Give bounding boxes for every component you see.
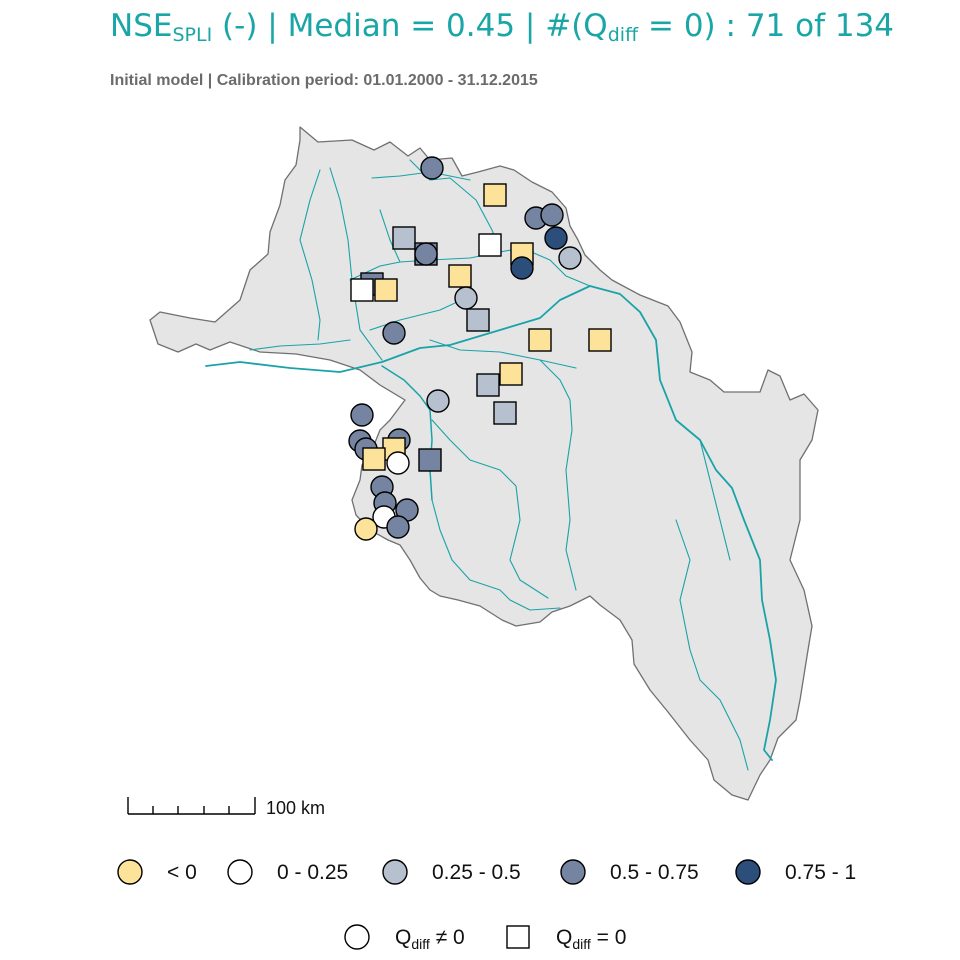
river-north-trib (299, 169, 321, 341)
title-count-subscript: diff (607, 24, 639, 46)
station-marker-square (418, 448, 442, 472)
station-marker-square (350, 278, 374, 302)
scale-bar-label: 100 km (266, 798, 325, 818)
river-north-trib (329, 167, 383, 361)
river-central-trib (429, 339, 577, 369)
legend-swatch-0.75-1 (735, 859, 761, 885)
scale-bar (127, 797, 256, 815)
river-west-trib (369, 295, 471, 331)
station-marker-circle (540, 203, 564, 227)
station-marker-circle (386, 515, 410, 539)
station-marker-circle (558, 246, 582, 270)
station-marker-square (483, 183, 507, 207)
station-marker-square (588, 328, 612, 352)
river-west-trib (249, 339, 351, 351)
title-unit: (-) (222, 8, 258, 44)
title-count-prefix: #(Q (545, 8, 608, 44)
station-marker-square (448, 264, 472, 288)
map-title: NSESPLI (-) | Median = 0.45 | #(Qdiff = … (110, 8, 950, 46)
title-separator: | (524, 8, 536, 44)
river-north-trib (371, 171, 471, 181)
station-marker-circle (350, 403, 374, 427)
river-central-trib (431, 419, 549, 599)
station-marker-circle (426, 389, 450, 413)
station-marker-circle (386, 451, 410, 475)
legend-shape-square (506, 925, 530, 949)
legend-swatch-lt0 (117, 859, 143, 885)
station-marker-square (493, 401, 517, 425)
legend-shape-label: Qdiff = 0 (556, 926, 626, 952)
legend-swatch-0.25-0.5 (382, 859, 408, 885)
map-subtitle: Initial model | Calibration period: 01.0… (110, 72, 538, 89)
river-north-trib (379, 209, 401, 263)
river-main-stem (205, 285, 777, 761)
station-marker-circle (454, 286, 478, 310)
river-east-trib (699, 439, 731, 561)
station-marker-square (478, 233, 502, 257)
legend-shape-label: Qdiff ≠ 0 (395, 926, 465, 952)
station-marker-square (392, 226, 416, 250)
title-metric: NSE (110, 8, 173, 44)
legend-label: 0.75 - 1 (785, 861, 856, 884)
station-marker-circle (544, 226, 568, 250)
legend-shape-circle (344, 924, 370, 950)
legend-label: 0.25 - 0.5 (432, 861, 521, 884)
title-count-value: 71 of 134 (745, 8, 895, 44)
station-marker-square (466, 308, 490, 332)
station-markers (348, 156, 612, 541)
title-median: Median = 0.45 (287, 8, 516, 44)
station-marker-circle (420, 156, 444, 180)
station-marker-circle (382, 321, 406, 345)
river-basin-outline (149, 126, 819, 801)
legend-swatch-0-0.25 (227, 859, 253, 885)
river-east-trib (675, 519, 749, 771)
legend-label: < 0 (167, 861, 197, 884)
station-marker-square (362, 447, 386, 471)
station-marker-square (499, 362, 523, 386)
legend-shapes: Qdiff ≠ 0 Qdiff = 0 (344, 924, 626, 952)
station-marker-square (528, 328, 552, 352)
station-marker-square (374, 278, 398, 302)
station-marker-square (476, 373, 500, 397)
legend-swatch-0.5-0.75 (560, 859, 586, 885)
river-south-branch (431, 499, 561, 611)
title-count-equals: = 0) : (638, 8, 746, 44)
title-separator: | (267, 8, 278, 44)
station-marker-circle (354, 517, 378, 541)
legend-label: 0 - 0.25 (277, 861, 348, 884)
river-central-trib (539, 359, 577, 591)
station-marker-circle (414, 242, 438, 266)
legend-label: 0.5 - 0.75 (610, 861, 699, 884)
legend-classes: < 0 0 - 0.25 0.25 - 0.5 0.5 - 0.75 0.75 - 1 (117, 859, 856, 885)
station-marker-circle (510, 256, 534, 280)
title-metric-subscript: SPLI (172, 24, 213, 46)
